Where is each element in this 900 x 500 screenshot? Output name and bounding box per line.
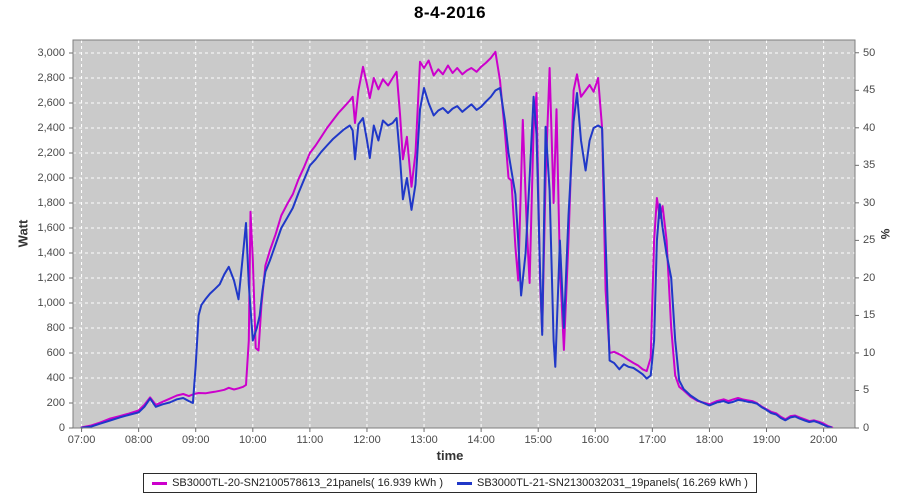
y-axis-title-left: Watt bbox=[15, 219, 31, 248]
y-right-tick-label: 25 bbox=[863, 234, 876, 247]
series-line-icon bbox=[152, 481, 168, 485]
y-right-tick-label: 50 bbox=[863, 46, 876, 59]
y-left-tick-label: 3,000 bbox=[37, 47, 65, 59]
legend-label: SB3000TL-21-SN2130032031_19panels( 16.26… bbox=[477, 477, 748, 489]
y-left-tick-label: 1,800 bbox=[37, 197, 65, 209]
y-axis-title-right: % bbox=[878, 228, 892, 240]
y-left-tick-label: 2,800 bbox=[37, 72, 65, 84]
x-tick-label: 18:00 bbox=[695, 434, 724, 446]
y-right-tick-label: 40 bbox=[863, 121, 876, 134]
legend: SB3000TL-20-SN2100578613_21panels( 16.93… bbox=[0, 473, 900, 493]
y-right-tick-label: 30 bbox=[863, 196, 876, 209]
series-line-icon bbox=[457, 481, 472, 485]
y-right-tick-label: 35 bbox=[863, 159, 876, 172]
x-tick-label: 11:00 bbox=[296, 434, 324, 446]
legend-item-inverter-20: SB3000TL-20-SN2100578613_21panels( 16.93… bbox=[152, 477, 443, 489]
y-left-tick-label: 200 bbox=[46, 397, 65, 409]
y-left-tick-label: 1,000 bbox=[37, 297, 65, 309]
legend-box: SB3000TL-20-SN2100578613_21panels( 16.93… bbox=[143, 473, 757, 493]
x-tick-label: 15:00 bbox=[524, 434, 552, 446]
y-left-tick-label: 1,200 bbox=[37, 272, 65, 284]
y-left-tick-label: 2,000 bbox=[37, 172, 65, 184]
x-tick-label: 17:00 bbox=[638, 434, 667, 446]
y-right-tick-label: 10 bbox=[863, 346, 876, 359]
chart-title: 8-4-2016 bbox=[413, 3, 487, 22]
y-left-tick-label: 2,400 bbox=[37, 122, 65, 134]
y-right-tick-label: 20 bbox=[863, 271, 876, 284]
x-axis-title: time bbox=[436, 448, 464, 463]
x-tick-label: 20:00 bbox=[809, 434, 838, 446]
x-tick-label: 19:00 bbox=[752, 434, 781, 446]
x-tick-label: 16:00 bbox=[581, 434, 610, 446]
legend-label: SB3000TL-20-SN2100578613_21panels( 16.93… bbox=[172, 477, 443, 489]
y-right-tick-label: 15 bbox=[863, 309, 876, 322]
x-tick-label: 13:00 bbox=[410, 434, 438, 446]
y-left-tick-label: 600 bbox=[46, 347, 65, 359]
x-tick-label: 09:00 bbox=[181, 434, 210, 446]
y-left-tick-label: 0 bbox=[58, 422, 65, 434]
legend-item-inverter-21: SB3000TL-21-SN2130032031_19panels( 16.26… bbox=[457, 477, 748, 489]
y-left-tick-label: 800 bbox=[46, 322, 65, 334]
x-tick-label: 08:00 bbox=[124, 434, 153, 446]
y-left-tick-label: 1,600 bbox=[37, 222, 65, 234]
x-tick-label: 07:00 bbox=[67, 434, 96, 446]
x-tick-label: 10:00 bbox=[239, 434, 267, 446]
y-left-tick-label: 1,400 bbox=[37, 247, 65, 259]
y-left-tick-label: 400 bbox=[46, 372, 65, 384]
y-left-tick-label: 2,600 bbox=[37, 97, 65, 109]
y-right-tick-label: 0 bbox=[863, 422, 870, 434]
x-tick-label: 12:00 bbox=[353, 434, 381, 446]
x-tick-label: 14:00 bbox=[467, 434, 495, 446]
y-left-tick-label: 2,200 bbox=[37, 147, 65, 159]
y-right-tick-label: 45 bbox=[863, 84, 876, 97]
y-right-tick-label: 5 bbox=[863, 384, 870, 397]
